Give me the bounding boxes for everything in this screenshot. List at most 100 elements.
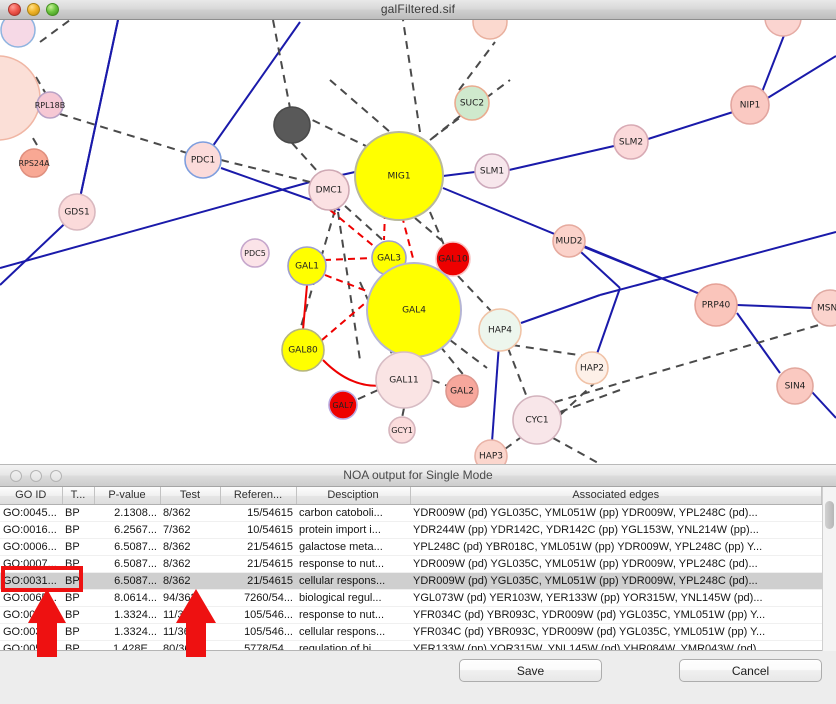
network-node-sin4[interactable]: SIN4	[776, 367, 814, 405]
close-button[interactable]	[8, 3, 21, 16]
cell-associated-edges[interactable]: YDR009W (pd) YGL035C, YML051W (pp) YDR00…	[410, 572, 822, 590]
dialog-minimize-button[interactable]	[30, 470, 42, 482]
cell-associated-edges[interactable]: YER133W (pp) YOR315W, YNL145W (pd) YHR08…	[410, 640, 822, 650]
network-canvas[interactable]: RPL18B RPS24A GDS1 PDC1 PDC5 DMC1 MIG1 SUC2 SLM1…	[0, 20, 836, 464]
cell-test[interactable]: 8/362	[160, 538, 220, 556]
cell-associated-edges[interactable]: YGL073W (pd) YER103W, YER133W (pp) YOR31…	[410, 589, 822, 607]
cell-p-value[interactable]: 2.1308...	[94, 504, 160, 522]
cell-go-id[interactable]: GO:0045...	[0, 504, 62, 522]
network-node-gal10[interactable]: GAL10	[435, 241, 471, 277]
table-body[interactable]: GO:0045... BP 2.1308... 8/362 15/54615 carbon…	[0, 504, 822, 650]
cell-test[interactable]: 7/362	[160, 521, 220, 539]
cell-type[interactable]: BP	[62, 640, 94, 650]
cell-test[interactable]: 8/362	[160, 572, 220, 590]
cell-p-value[interactable]: 8.0614...	[94, 589, 160, 607]
cell-reference[interactable]: 105/546...	[220, 623, 296, 641]
column-header-go-id[interactable]: GO ID	[0, 487, 63, 505]
table-vertical-scrollbar[interactable]	[822, 487, 836, 651]
network-node-cyc1[interactable]: CYC1	[512, 395, 562, 445]
column-header-reference[interactable]: Referen...	[220, 487, 297, 505]
cell-reference[interactable]: 21/54615	[220, 572, 296, 590]
cell-p-value[interactable]: 1.3324...	[94, 606, 160, 624]
network-node-gal80[interactable]: GAL80	[281, 328, 325, 372]
network-node-dmc1[interactable]: DMC1	[308, 169, 350, 211]
network-node-gal7[interactable]: GAL7	[328, 390, 358, 420]
cell-associated-edges[interactable]: YPL248C (pd) YBR018C, YML051W (pp) YDR00…	[410, 538, 822, 556]
cell-description[interactable]: carbon catoboli...	[296, 504, 410, 522]
cell-associated-edges[interactable]: YDR009W (pd) YGL035C, YML051W (pp) YDR00…	[410, 555, 822, 573]
cell-description[interactable]: biological regul...	[296, 589, 410, 607]
scrollbar-thumb[interactable]	[825, 501, 834, 529]
table-row[interactable]: GO:0031... BP 6.5087... 8/362 21/54615 cellul…	[0, 572, 822, 590]
table-row[interactable]: GO:0045... BP 2.1308... 8/362 15/54615 carbon…	[0, 504, 822, 522]
minimize-button[interactable]	[27, 3, 40, 16]
results-table[interactable]: GO ID T... P-value Test Referen... Desci…	[0, 487, 822, 650]
network-node-slm2[interactable]: SLM2	[613, 124, 649, 160]
network-node-pdc1[interactable]: PDC1	[184, 141, 222, 179]
cell-description[interactable]: cellular respons...	[296, 572, 410, 590]
network-node-mud2[interactable]: MUD2	[552, 224, 586, 258]
cell-description[interactable]: protein import i...	[296, 521, 410, 539]
cell-description[interactable]: regulation of bi...	[296, 640, 410, 650]
cell-go-id[interactable]: GO:0050...	[0, 640, 62, 650]
zoom-button[interactable]	[46, 3, 59, 16]
network-node-gal2[interactable]: GAL2	[445, 374, 479, 408]
cell-reference[interactable]: 7260/54...	[220, 589, 296, 607]
cell-description[interactable]: response to nut...	[296, 555, 410, 573]
save-button[interactable]: Save	[459, 659, 602, 682]
column-header-associated-edges[interactable]: Associated edges	[410, 487, 822, 505]
cancel-button[interactable]: Cancel	[679, 659, 822, 682]
table-row[interactable]: GO:0065... BP 8.0614... 94/362 7260/54... bio…	[0, 589, 822, 607]
cell-test[interactable]: 11/362	[160, 623, 220, 641]
cell-reference[interactable]: 5778/54...	[220, 640, 296, 650]
network-node-slm1[interactable]: SLM1	[474, 153, 510, 189]
results-table-container[interactable]: GO ID T... P-value Test Referen... Desci…	[0, 487, 836, 651]
network-node-prp40[interactable]: PRP40	[694, 283, 738, 327]
network-node-gds1[interactable]: GDS1	[58, 193, 96, 231]
table-row[interactable]: GO:0050... BP 1.428E... 80/362 5778/54... reg…	[0, 640, 822, 650]
table-row[interactable]: GO:0031... BP 1.3324... 11/362 105/546... cel…	[0, 623, 822, 641]
network-node-msn5[interactable]: MSN5	[811, 289, 836, 327]
network-node-gal4[interactable]: GAL4	[366, 262, 462, 358]
network-node-gcy1[interactable]: GCY1	[388, 416, 416, 444]
network-node-rpl18b[interactable]: RPL18B	[35, 91, 66, 119]
cell-type[interactable]: BP	[62, 623, 94, 641]
table-row[interactable]: GO:0016... BP 6.2567... 7/362 10/54615 protei…	[0, 521, 822, 539]
column-header-type[interactable]: T...	[62, 487, 95, 505]
cell-test[interactable]: 8/362	[160, 504, 220, 522]
cell-reference[interactable]: 15/54615	[220, 504, 296, 522]
cell-type[interactable]: BP	[62, 555, 94, 573]
network-node-gal1[interactable]: GAL1	[287, 246, 327, 286]
network-node-rps24a[interactable]: RPS24A	[18, 148, 50, 178]
column-header-p-value[interactable]: P-value	[94, 487, 161, 505]
network-node-gal11[interactable]: GAL11	[375, 351, 433, 409]
cell-p-value[interactable]: 1.428E...	[94, 640, 160, 650]
cell-reference[interactable]: 21/54615	[220, 538, 296, 556]
network-node-hub-gray[interactable]	[273, 106, 311, 144]
table-row[interactable]: GO:0031... BP 1.3324... 11/362 105/546... res…	[0, 606, 822, 624]
cell-associated-edges[interactable]: YDR009W (pd) YGL035C, YML051W (pp) YDR00…	[410, 504, 822, 522]
cell-description[interactable]: galactose meta...	[296, 538, 410, 556]
cell-go-id[interactable]: GO:0031...	[0, 572, 62, 590]
cell-p-value[interactable]: 6.2567...	[94, 521, 160, 539]
cell-test[interactable]: 94/362	[160, 589, 220, 607]
cell-go-id[interactable]: GO:0006...	[0, 538, 62, 556]
network-node-hap2[interactable]: HAP2	[575, 351, 609, 385]
cell-reference[interactable]: 10/54615	[220, 521, 296, 539]
network-node-pdc5[interactable]: PDC5	[240, 238, 270, 268]
cell-associated-edges[interactable]: YFR034C (pd) YBR093C, YDR009W (pd) YGL03…	[410, 606, 822, 624]
dialog-zoom-button[interactable]	[50, 470, 62, 482]
column-header-test[interactable]: Test	[160, 487, 221, 505]
network-nodes[interactable]: RPL18B RPS24A GDS1 PDC1 PDC5 DMC1 MIG1 SUC2 SLM1…	[18, 85, 836, 464]
table-row[interactable]: GO:0007... BP 6.5087... 8/362 21/54615 respon…	[0, 555, 822, 573]
network-node-suc2[interactable]: SUC2	[454, 85, 490, 121]
cell-go-id[interactable]: GO:0031...	[0, 606, 62, 624]
network-graph[interactable]: RPL18B RPS24A GDS1 PDC1 PDC5 DMC1 MIG1 SUC2 SLM1…	[0, 20, 836, 464]
cell-description[interactable]: cellular respons...	[296, 623, 410, 641]
dialog-traffic-lights[interactable]	[10, 470, 62, 482]
cell-reference[interactable]: 105/546...	[220, 606, 296, 624]
cell-p-value[interactable]: 6.5087...	[94, 572, 160, 590]
network-node-nip1[interactable]: NIP1	[730, 85, 770, 125]
cell-type[interactable]: BP	[62, 572, 94, 590]
cell-p-value[interactable]: 1.3324...	[94, 623, 160, 641]
